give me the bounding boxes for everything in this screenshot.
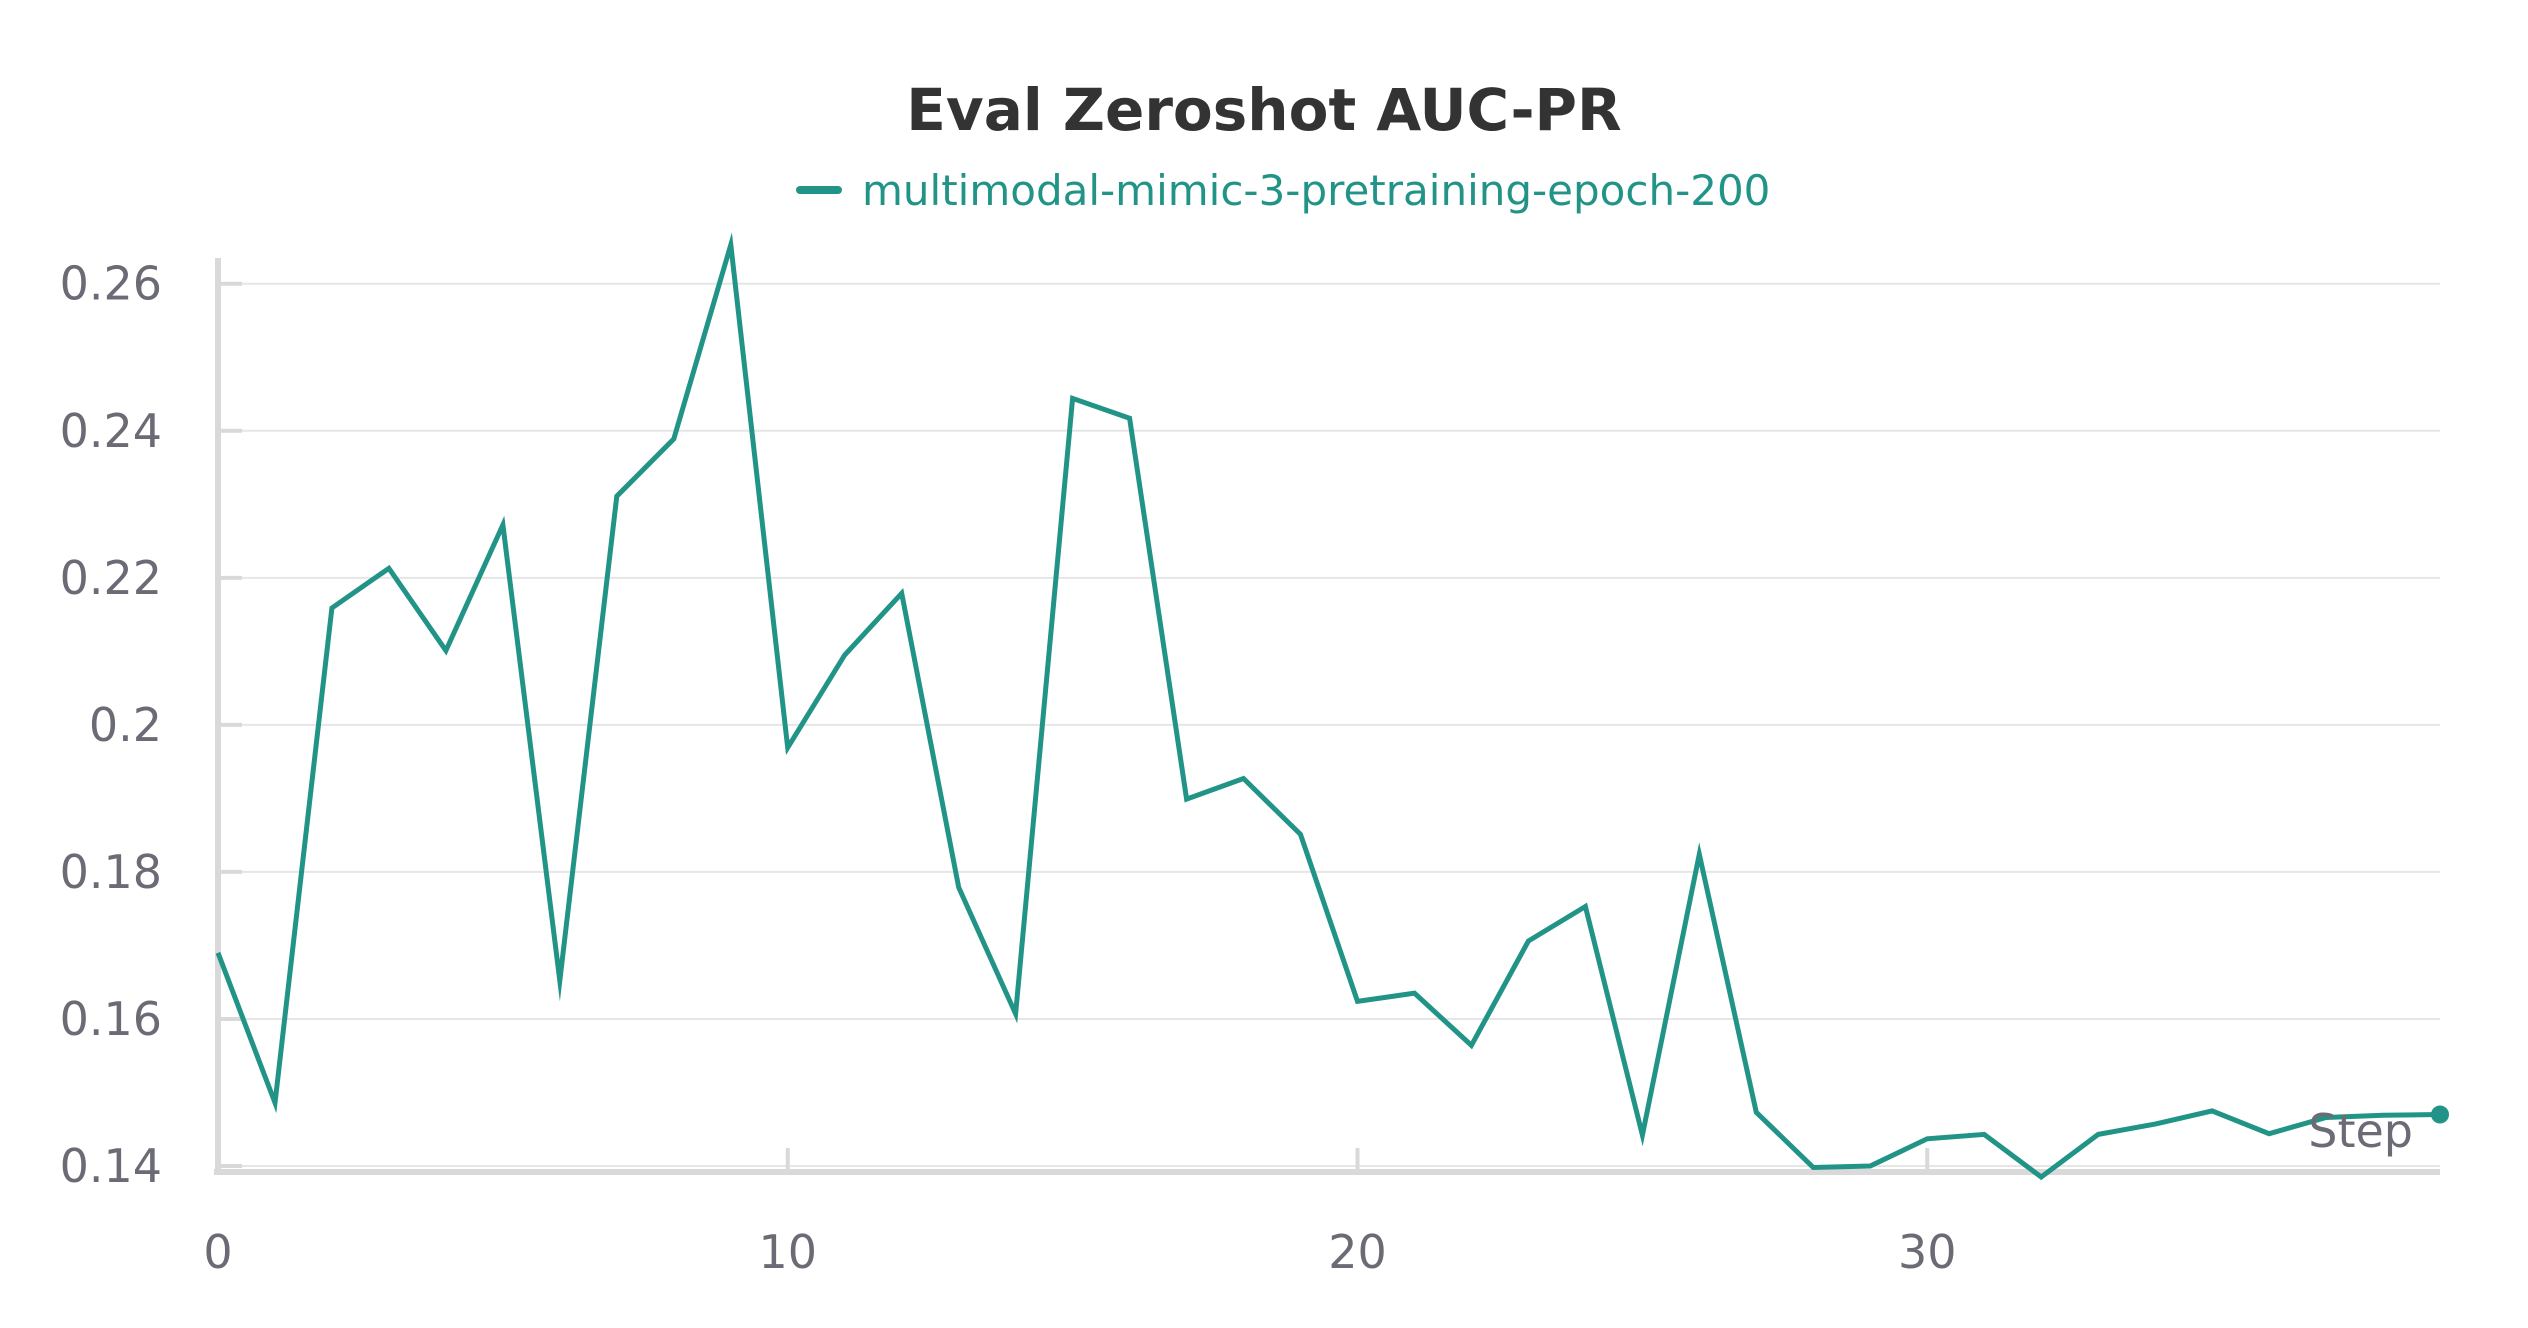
y-tick-label: 0.24 — [60, 404, 162, 458]
x-tick-label: 30 — [1898, 1225, 1957, 1279]
y-tick-label: 0.14 — [60, 1139, 162, 1193]
axes — [214, 258, 2440, 1175]
x-tick-label: 20 — [1328, 1225, 1387, 1279]
x-axis-label: Step — [2308, 1104, 2413, 1158]
y-tick-label: 0.16 — [60, 992, 162, 1046]
y-tick-label: 0.18 — [60, 845, 162, 899]
y-tick-label: 0.2 — [89, 698, 162, 752]
gridlines — [218, 282, 2440, 1167]
y-tick-label: 0.22 — [60, 551, 162, 605]
x-tick-label: 0 — [203, 1225, 232, 1279]
legend-label-0: multimodal-mimic-3-pretraining-epoch-200 — [862, 166, 1770, 215]
x-tick-label: 10 — [758, 1225, 817, 1279]
x-axis-ticks: 0 10 20 30 — [203, 1148, 1957, 1279]
y-axis-ticks: 0.14 0.16 0.18 0.2 0.22 0.24 0.26 — [60, 257, 242, 1193]
series-line-0[interactable] — [215, 232, 2441, 1181]
legend[interactable]: multimodal-mimic-3-pretraining-epoch-200 — [796, 166, 1770, 215]
series[interactable] — [215, 232, 2449, 1181]
series-end-point-0[interactable] — [2431, 1105, 2449, 1124]
y-tick-label: 0.26 — [60, 257, 162, 311]
chart-title: Eval Zeroshot AUC-PR — [906, 76, 1621, 144]
